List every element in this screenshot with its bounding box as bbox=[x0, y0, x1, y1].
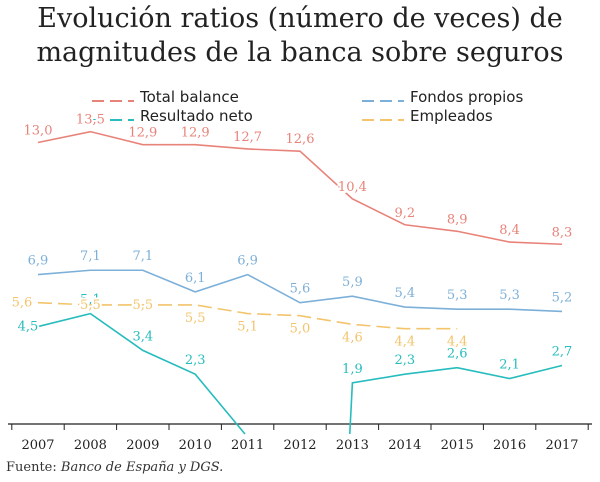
data-label-fondos-propios-2017: 5,2 bbox=[552, 290, 573, 305]
data-label-empleados-2010: 5,5 bbox=[185, 311, 206, 326]
data-label-resultado-neto-2008: 5,1 bbox=[80, 293, 101, 308]
data-label-empleados-2012: 5,0 bbox=[290, 322, 311, 337]
data-label-total-balance-2015: 8,9 bbox=[447, 212, 468, 227]
chart-title-line-1: Evolución ratios (número de veces) de bbox=[37, 3, 563, 34]
data-label-fondos-propios-2015: 5,3 bbox=[447, 288, 468, 303]
legend-resultado-neto: Resultado neto bbox=[92, 107, 253, 125]
x-tick-label-2014: 2014 bbox=[388, 438, 421, 453]
source-text: Banco de España y DGS. bbox=[60, 460, 224, 475]
x-tick-label-2007: 2007 bbox=[21, 438, 54, 453]
legend-swatch-fondos-propios bbox=[362, 92, 404, 102]
series-line-resultado-neto bbox=[37, 312, 563, 435]
data-label-total-balance-2016: 8,4 bbox=[499, 223, 520, 238]
legend-swatch-total-balance bbox=[92, 92, 134, 102]
legend-label-fondos-propios: Fondos propios bbox=[410, 88, 524, 106]
data-label-resultado-neto-2007: 4,5 bbox=[18, 320, 39, 335]
data-label-empleados-2008: 5,5 bbox=[80, 298, 101, 313]
data-label-resultado-neto-2017: 2,7 bbox=[552, 345, 573, 360]
x-tick-label-2010: 2010 bbox=[179, 438, 212, 453]
legend-empleados: Empleados bbox=[362, 107, 493, 125]
x-tick-label-2015: 2015 bbox=[441, 438, 474, 453]
x-tick-label-2012: 2012 bbox=[283, 438, 316, 453]
x-tick-label-2013: 2013 bbox=[336, 438, 369, 453]
legend-label-empleados: Empleados bbox=[410, 107, 493, 125]
x-tick-label-2011: 2011 bbox=[231, 438, 264, 453]
chart-title-line-2: magnitudes de la banca sobre seguros bbox=[36, 37, 564, 68]
x-tick-label-2016: 2016 bbox=[493, 438, 526, 453]
source-prefix: Fuente: bbox=[6, 460, 61, 475]
data-label-empleados-2013: 4,6 bbox=[342, 330, 363, 345]
source-note: Fuente: Banco de España y DGS. bbox=[6, 460, 223, 475]
series-line-fondos-propios bbox=[37, 269, 563, 313]
data-label-empleados-2014: 4,4 bbox=[394, 335, 415, 350]
data-label-total-balance-2012: 12,6 bbox=[286, 132, 315, 147]
data-label-total-balance-2009: 12,9 bbox=[128, 126, 157, 141]
data-label-fondos-propios-2009: 7,1 bbox=[132, 249, 153, 264]
x-tick-label-2017: 2017 bbox=[545, 438, 578, 453]
legend-fondos-propios: Fondos propios bbox=[362, 88, 523, 106]
data-label-fondos-propios-2010: 6,1 bbox=[185, 271, 206, 286]
data-label-empleados-2015: 4,4 bbox=[447, 335, 468, 350]
data-label-total-balance-2008: 13,5 bbox=[76, 113, 105, 128]
data-label-fondos-propios-2007: 6,9 bbox=[28, 254, 49, 269]
data-label-fondos-propios-2008: 7,1 bbox=[80, 249, 101, 264]
data-label-total-balance-2010: 12,9 bbox=[181, 126, 210, 141]
data-label-total-balance-2011: 12,7 bbox=[233, 130, 262, 145]
legend-total-balance: Total balance bbox=[92, 88, 239, 106]
data-label-resultado-neto-2015: 2,6 bbox=[447, 347, 468, 362]
data-label-resultado-neto-2013: 1,9 bbox=[342, 362, 363, 377]
data-label-empleados-2011: 5,1 bbox=[237, 320, 258, 335]
series-line-empleados bbox=[37, 301, 458, 330]
data-label-fondos-propios-2014: 5,4 bbox=[394, 286, 415, 301]
legend-swatch-resultado-neto bbox=[92, 111, 134, 121]
data-label-empleados-2007: 5,6 bbox=[12, 296, 33, 311]
legend-label-resultado-neto: Resultado neto bbox=[140, 107, 253, 125]
data-label-empleados-2009: 5,5 bbox=[132, 298, 153, 313]
data-label-resultado-neto-2009: 3,4 bbox=[132, 329, 153, 344]
x-tick-label-2009: 2009 bbox=[126, 438, 159, 453]
data-label-resultado-neto-2010: 2,3 bbox=[185, 353, 206, 368]
data-label-fondos-propios-2011: 6,9 bbox=[237, 254, 258, 269]
data-label-total-balance-2014: 9,2 bbox=[394, 206, 415, 221]
legend-label-total-balance: Total balance bbox=[140, 88, 239, 106]
data-label-total-balance-2017: 8,3 bbox=[552, 225, 573, 240]
data-label-fondos-propios-2013: 5,9 bbox=[342, 275, 363, 290]
data-label-fondos-propios-2016: 5,3 bbox=[499, 288, 520, 303]
chart-title: Evolución ratios (número de veces) de ma… bbox=[0, 2, 600, 70]
series-line-total-balance bbox=[37, 130, 563, 246]
x-tick-label-2008: 2008 bbox=[74, 438, 107, 453]
data-label-resultado-neto-2016: 2,1 bbox=[499, 358, 520, 373]
data-label-total-balance-2007: 13,0 bbox=[24, 123, 53, 138]
legend-swatch-empleados bbox=[362, 111, 404, 121]
data-label-total-balance-2013: 10,4 bbox=[338, 180, 367, 195]
data-label-fondos-propios-2012: 5,6 bbox=[290, 282, 311, 297]
data-label-resultado-neto-2014: 2,3 bbox=[394, 353, 415, 368]
